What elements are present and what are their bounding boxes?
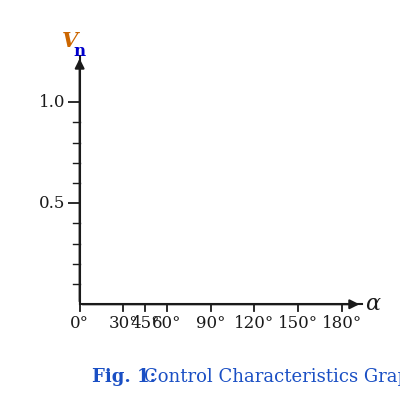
Text: 120°: 120° (234, 315, 274, 332)
Text: 180°: 180° (322, 315, 362, 332)
Text: 0.5: 0.5 (39, 195, 65, 212)
Text: 1.0: 1.0 (38, 94, 65, 111)
Text: 30°: 30° (108, 315, 138, 332)
Text: α: α (365, 293, 380, 315)
Text: Fig. 1:: Fig. 1: (92, 368, 156, 386)
Text: 150°: 150° (278, 315, 318, 332)
Text: Control Characteristics Graph: Control Characteristics Graph (144, 368, 400, 386)
Text: 45°: 45° (130, 315, 160, 332)
Text: 60°: 60° (152, 315, 182, 332)
Text: V: V (62, 31, 78, 51)
Text: 0°: 0° (70, 315, 89, 332)
Text: 90°: 90° (196, 315, 226, 332)
Text: n: n (74, 43, 86, 60)
